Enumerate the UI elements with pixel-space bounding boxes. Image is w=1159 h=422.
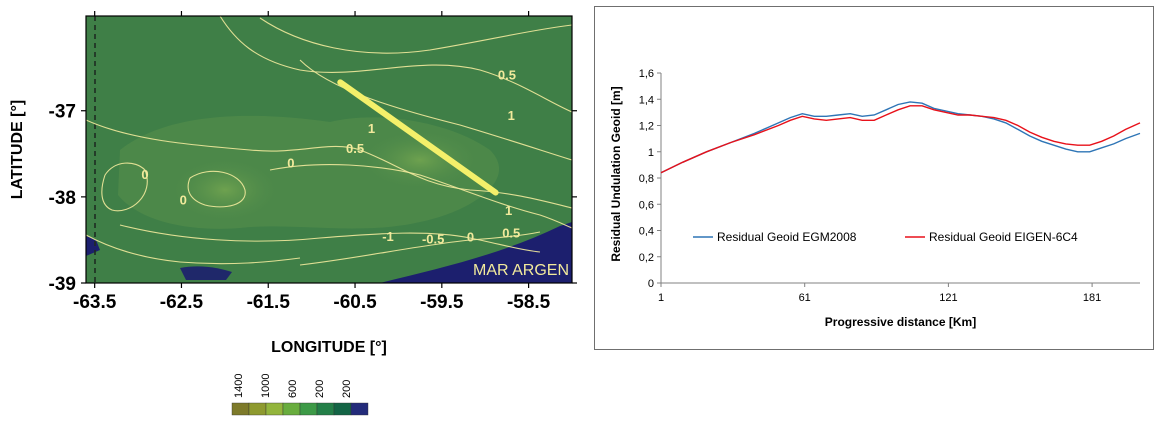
profile-x-tick-label-2: 121 (939, 292, 957, 304)
profile-x-tick-label-1: 61 (799, 292, 811, 304)
colorbar-swatch-6 (333, 402, 352, 416)
profile-y-tick-label-0: 0 (648, 278, 654, 290)
colorbar-label-1: 1000 (260, 374, 272, 398)
profile-y-tick-label-3: 0,6 (639, 199, 654, 211)
map-x-tick-label-3: -60.5 (333, 292, 377, 313)
profile-x-tick-label-0: 1 (658, 292, 664, 304)
legend-label-0: Residual Geoid EGM2008 (717, 230, 857, 244)
profile-y-tick-label-8: 1,6 (639, 68, 654, 80)
profile-y-tick-label-7: 1,4 (639, 94, 654, 106)
contour-label-2: 1 (368, 121, 375, 136)
contour-label-6: 0 (180, 193, 187, 208)
colorbar-swatch-0 (231, 402, 250, 416)
sea-label: MAR ARGEN (473, 262, 569, 279)
profile-y-axis-label: Residual Undulation Geoid [m] (609, 86, 623, 261)
contour-label-4: 0 (287, 156, 294, 171)
profile-y-tick-label-4: 0,8 (639, 173, 654, 185)
profile-track-line (337, 79, 499, 196)
contour-line-4 (101, 162, 148, 212)
contour-line-2 (259, 17, 572, 54)
profile-x-tick-label-3: 181 (1083, 292, 1101, 304)
colorbar-label-4: 200 (341, 380, 353, 398)
profile-series-line-0 (660, 101, 1141, 174)
map-x-tick-label-4: -59.5 (420, 292, 464, 313)
colorbar-swatch-1 (248, 402, 267, 416)
contour-line-5 (187, 170, 246, 208)
map-x-tick-label-1: -62.5 (160, 292, 204, 313)
contour-label-0: 0.5 (498, 68, 516, 83)
contour-line-8 (299, 231, 541, 266)
colorbar-label-0: 1400 (233, 374, 245, 398)
profile-series-line-1 (660, 105, 1141, 174)
ventania-hills (170, 158, 280, 222)
geoid-profile-panel: 0 0,2 0,4 0,6 0,8 1 1,2 1,4 1,6 1 61 121 181 Residual… (594, 6, 1154, 350)
contour-label-1: 1 (508, 108, 515, 123)
colorbar-label-2: 600 (287, 380, 299, 398)
contour-label-7: 1 (505, 203, 512, 218)
colorbar-label-3: 200 (314, 380, 326, 398)
colorbar-swatch-4 (299, 402, 318, 416)
contour-line-3 (86, 119, 572, 209)
contour-line-7 (119, 224, 541, 253)
map-x-tick-label-5: -58.5 (507, 292, 551, 313)
map-y-tick-label-2: -39 (49, 274, 76, 295)
map-frame (85, 15, 573, 284)
profile-y-tick-label-5: 1 (648, 147, 654, 159)
coastal-islands (180, 266, 232, 280)
geoid-map-panel: 0.5 1 1 0.5 0 0 0 1 0.5 -1 -0.5 0 MAR ARGEN -63.5 -62.… (9, 11, 577, 416)
contour-label-9: -1 (382, 229, 394, 244)
map-x-tick-label-0: -63.5 (73, 292, 117, 313)
tandilia-hills (360, 130, 480, 190)
sea-bay-area (86, 236, 100, 256)
contour-label-11: 0 (467, 230, 474, 245)
sea-area (380, 222, 572, 283)
contour-label-5: 0 (141, 167, 148, 182)
profile-y-tick-label-6: 1,2 (639, 121, 654, 133)
contour-label-8: 0.5 (502, 225, 520, 240)
contour-label-3: 0.5 (346, 141, 364, 156)
profile-y-tick-label-2: 0,4 (639, 226, 654, 238)
geoid-map: 0.5 1 1 0.5 0 0 0 1 0.5 -1 -0.5 0 MAR ARGEN -63.5 -62.… (9, 11, 577, 416)
contour-line-6 (269, 163, 572, 229)
profile-y-tick-label-1: 0,2 (639, 252, 654, 264)
contour-line-1 (299, 59, 572, 161)
map-y-axis-label: LATITUDE [°] (9, 100, 26, 199)
geoid-profile-chart: 0 0,2 0,4 0,6 0,8 1 1,2 1,4 1,6 1 61 121 181 Residual… (609, 68, 1141, 329)
map-area: 0.5 1 1 0.5 0 0 0 1 0.5 -1 -0.5 0 MAR ARGEN (86, 16, 572, 283)
map-y-tick-label-1: -38 (49, 188, 76, 209)
profile-x-axis-label: Progressive distance [Km] (825, 315, 976, 329)
contour-line-0 (219, 16, 572, 113)
contour-label-10: -0.5 (422, 231, 444, 246)
contour-line-9 (86, 234, 301, 265)
colorbar-swatch-7 (350, 402, 369, 416)
colorbar-swatch-2 (265, 402, 284, 416)
colorbar-swatch-3 (282, 402, 301, 416)
map-x-axis-label: LONGITUDE [°] (271, 339, 387, 356)
map-y-tick-label-0: -37 (49, 102, 76, 123)
map-x-tick-label-2: -61.5 (247, 292, 291, 313)
colorbar-swatch-5 (316, 402, 335, 416)
legend-label-1: Residual Geoid EIGEN-6C4 (929, 230, 1078, 244)
